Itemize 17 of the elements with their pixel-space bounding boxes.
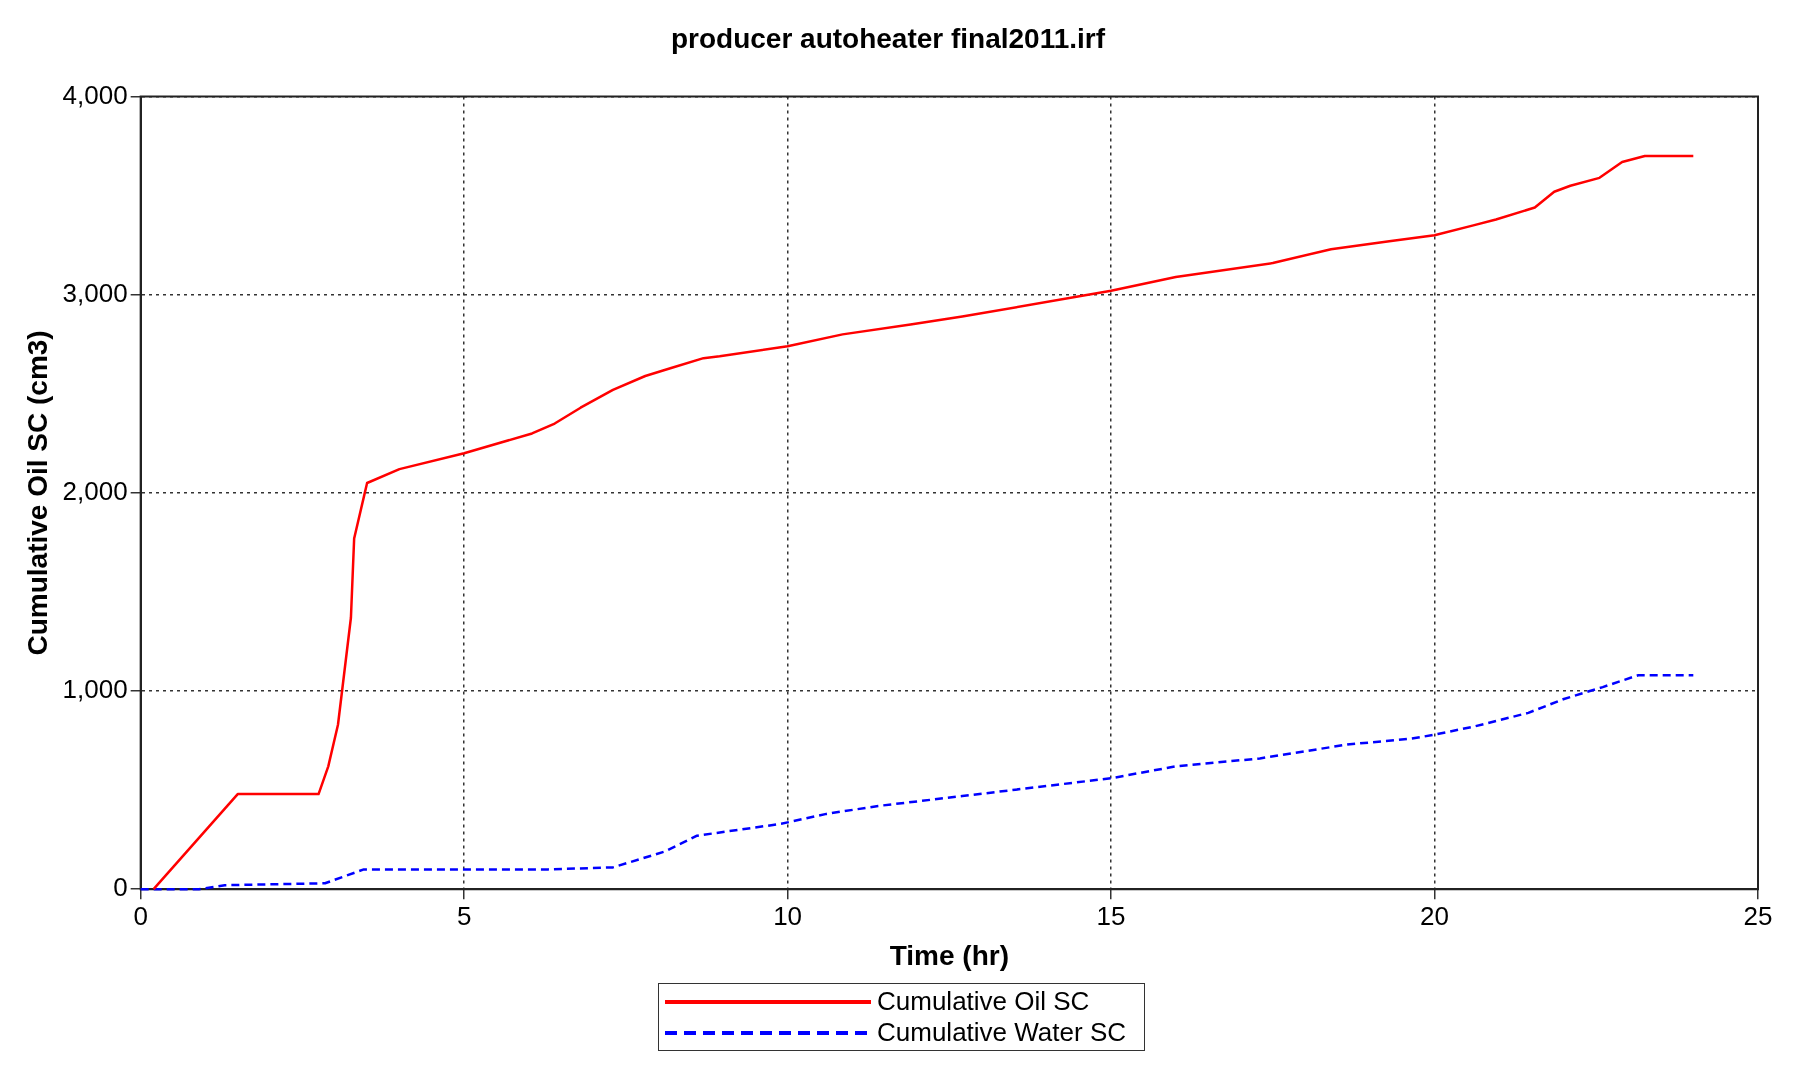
- y-axis-title: Cumulative Oil SC (cm3): [21, 330, 53, 656]
- x-tick-label: 15: [1096, 900, 1126, 931]
- x-axis-title: Time (hr): [889, 939, 1009, 971]
- x-tick-label: 20: [1420, 900, 1449, 931]
- y-tick-label: 1,000: [62, 674, 128, 705]
- legend-label: Cumulative Oil SC: [877, 986, 1090, 1017]
- x-tick-label: 10: [773, 900, 803, 931]
- y-tick-label: 3,000: [62, 277, 128, 308]
- x-tick-label: 5: [456, 900, 472, 931]
- y-tick-label: 0: [113, 872, 128, 903]
- line-series: [139, 673, 1695, 891]
- x-tick-label: 25: [1743, 900, 1773, 931]
- legend-label: Cumulative Water SC: [877, 1017, 1126, 1048]
- y-tick-label: 4,000: [62, 79, 128, 110]
- y-tick-label: 2,000: [62, 476, 128, 507]
- x-tick-label: 0: [133, 900, 148, 931]
- chart-title: producer autoheater final2011.irf: [670, 22, 1106, 54]
